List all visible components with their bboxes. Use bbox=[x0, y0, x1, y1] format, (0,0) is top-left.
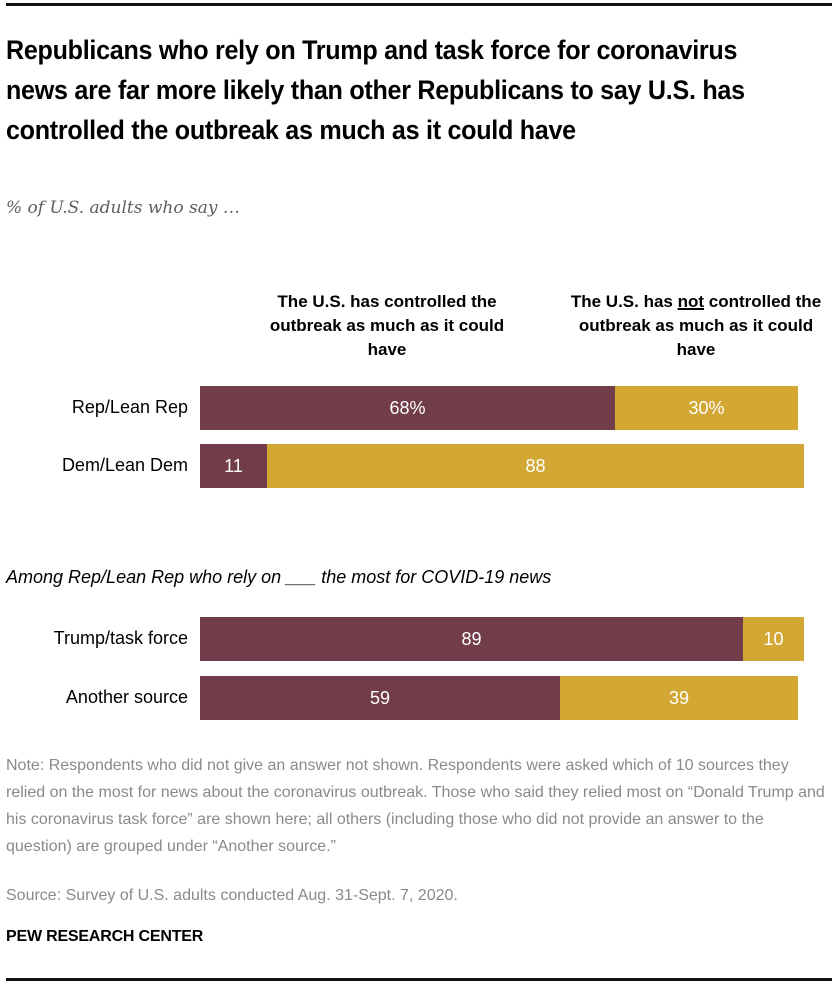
chart-title: Republicans who rely on Trump and task f… bbox=[6, 35, 745, 145]
category-label-trump-task-force: Trump/task force bbox=[53, 628, 188, 648]
legend-not-controlled-prefix: The U.S. has bbox=[570, 292, 678, 311]
category-label-dem-lean-dem: Dem/Lean Dem bbox=[61, 455, 188, 475]
top-rule bbox=[6, 3, 832, 6]
brand-logo-text: PEW RESEARCH CENTER bbox=[6, 928, 204, 945]
bar-rep-lean-rep-not-controlled: 30% bbox=[615, 386, 798, 430]
bar-another-source-not-controlled: 39 bbox=[560, 676, 798, 720]
chart-note: Note: Respondents who did not give an an… bbox=[6, 757, 825, 855]
legend-not-controlled: The U.S. has not controlled the outbreak… bbox=[562, 290, 830, 362]
bottom-rule bbox=[6, 978, 832, 981]
chart-subtitle: % of U.S. adults who say … bbox=[6, 198, 240, 218]
bar-dem-lean-dem-controlled: 11 bbox=[200, 444, 267, 488]
legend-not-controlled-emph: not bbox=[677, 292, 705, 311]
chart-source: Source: Survey of U.S. adults conducted … bbox=[6, 887, 458, 904]
bar-another-source-controlled: 59 bbox=[200, 676, 560, 720]
legend-controlled: The U.S. has controlled the outbreak as … bbox=[262, 290, 512, 362]
legend-controlled-text: The U.S. has controlled the outbreak as … bbox=[269, 292, 505, 359]
bar-dem-lean-dem-not-controlled: 88 bbox=[267, 444, 804, 488]
category-label-another-source: Another source bbox=[65, 687, 188, 707]
section-label-rep-sources: Among Rep/Lean Rep who rely on ___ the m… bbox=[6, 567, 552, 587]
bar-rep-lean-rep-controlled: 68% bbox=[200, 386, 615, 430]
category-label-rep-lean-rep: Rep/Lean Rep bbox=[71, 397, 188, 417]
bar-trump-task-force-not-controlled: 10 bbox=[743, 617, 804, 661]
legend-not-controlled-suffix: controlled the outbreak as much as it co… bbox=[578, 292, 822, 359]
bar-trump-task-force-controlled: 89 bbox=[200, 617, 743, 661]
